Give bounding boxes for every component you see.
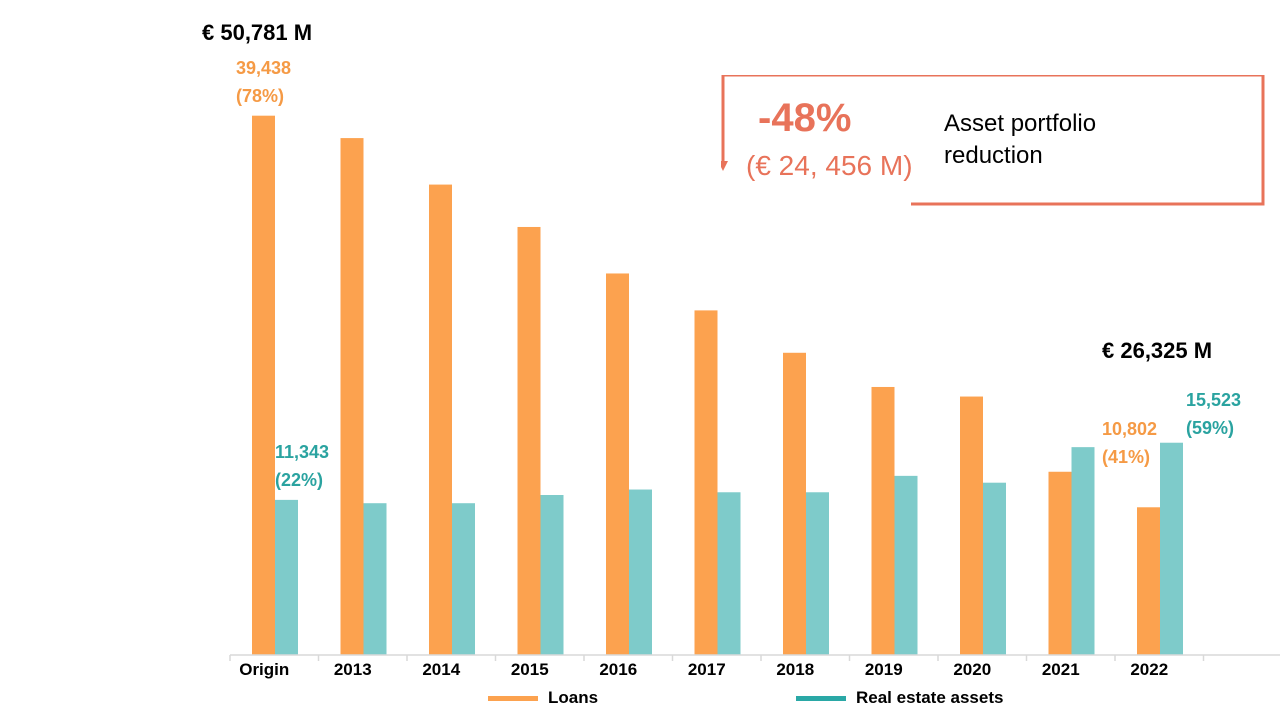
bar-real-estate-origin bbox=[275, 499, 298, 655]
x-tick-2020: 2020 bbox=[953, 660, 991, 679]
bar-real-estate-2018 bbox=[806, 492, 829, 655]
x-tick-2015: 2015 bbox=[511, 660, 549, 679]
reduction-amount: (€ 24, 456 M) bbox=[746, 150, 913, 181]
x-tick-2017: 2017 bbox=[688, 660, 726, 679]
bar-loans-2021 bbox=[1048, 471, 1072, 655]
bar-real-estate-2017 bbox=[717, 492, 741, 655]
reduction-description: Asset portfolio reduction bbox=[944, 110, 1097, 169]
bar-loans-2020 bbox=[960, 396, 983, 655]
bar-loans-2013 bbox=[340, 138, 364, 655]
data-label-loans-2022: 10,802 bbox=[1102, 419, 1157, 439]
bar-loans-2015 bbox=[517, 226, 541, 655]
bar-loans-2018 bbox=[783, 352, 806, 655]
data-label-share-loans-origin: (78%) bbox=[236, 86, 284, 106]
bar-real-estate-2022 bbox=[1160, 442, 1183, 655]
legend-item-real-estate: Real estate assets bbox=[796, 688, 1003, 708]
data-label-share-real-estate-origin: (22%) bbox=[275, 470, 323, 490]
bar-loans-2019 bbox=[871, 386, 895, 655]
bar-loans-2022 bbox=[1137, 507, 1160, 655]
x-tick-2013: 2013 bbox=[334, 660, 372, 679]
legend-swatch-loans bbox=[488, 695, 538, 701]
x-tick-origin: Origin bbox=[239, 660, 289, 679]
legend-label-loans: Loans bbox=[548, 688, 599, 707]
bar-real-estate-2015 bbox=[540, 495, 564, 655]
data-label-real-estate-origin: 11,343 bbox=[275, 442, 329, 462]
x-tick-2018: 2018 bbox=[776, 660, 814, 679]
legend-swatch-real-estate bbox=[796, 695, 846, 701]
data-label-share-loans-2022: (41%) bbox=[1102, 447, 1150, 467]
bar-real-estate-2020 bbox=[983, 482, 1006, 655]
x-axis: Origin 2013 2014 2015 2016 2017 2018 2019 2020 20… bbox=[229, 654, 1280, 679]
origin-total-label: € 50,781 M bbox=[202, 20, 313, 45]
bar-real-estate-2013 bbox=[363, 503, 387, 655]
x-tick-2022: 2022 bbox=[1130, 660, 1168, 679]
reduction-callout-frame bbox=[721, 75, 1265, 206]
bar-real-estate-2019 bbox=[894, 475, 918, 655]
bar-real-estate-2021 bbox=[1071, 447, 1095, 655]
bar-real-estate-2014 bbox=[452, 503, 475, 655]
bar-loans-2016 bbox=[606, 273, 629, 655]
data-labels-group: 39,438 (78%) 11,343 (22%) 10,802 (41%) 15,523 (… bbox=[236, 58, 1241, 490]
data-label-real-estate-2022: 15,523 bbox=[1186, 390, 1241, 410]
reduction-percent: -48% bbox=[758, 96, 852, 140]
data-label-loans-origin: 39,438 bbox=[236, 58, 291, 78]
legend-item-loans: Loans bbox=[488, 688, 598, 708]
x-tick-2019: 2019 bbox=[865, 660, 903, 679]
x-tick-2014: 2014 bbox=[422, 660, 460, 679]
x-tick-2016: 2016 bbox=[599, 660, 637, 679]
data-label-share-real-estate-2022: (59%) bbox=[1186, 418, 1234, 438]
x-tick-2021: 2021 bbox=[1042, 660, 1080, 679]
final-total-label: € 26,325 M bbox=[1102, 338, 1213, 363]
legend-label-real-estate: Real estate assets bbox=[856, 688, 1004, 707]
bar-real-estate-2016 bbox=[629, 489, 652, 655]
bar-loans-2017 bbox=[694, 310, 718, 655]
bars-group bbox=[252, 115, 1183, 655]
bar-loans-2014 bbox=[429, 184, 452, 655]
bar-loans-origin bbox=[252, 115, 275, 655]
